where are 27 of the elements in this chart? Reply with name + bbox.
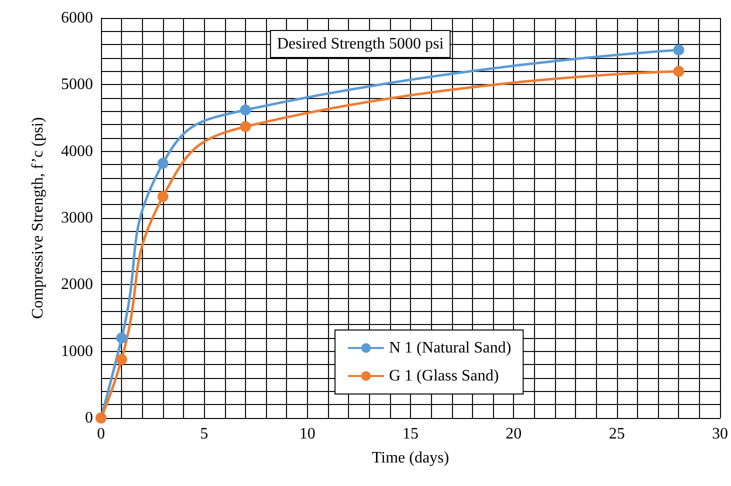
point	[157, 158, 168, 169]
y-axis-title: Compressive Strength, f’c (psi)	[30, 117, 46, 319]
point	[116, 354, 128, 365]
x-tick-label: 25	[608, 426, 625, 442]
y-tick-label: 1000	[61, 342, 93, 360]
annotation: Desired Strength 5000 psi	[277, 36, 444, 52]
legend-label: G 1 (Glass Sand)	[389, 368, 499, 384]
point	[673, 44, 684, 56]
y-tick-label: 0	[85, 410, 93, 426]
y-tick-label: 6000	[61, 10, 93, 26]
x-axis-title: Time (days)	[372, 450, 450, 466]
point	[157, 191, 168, 202]
y-tick-label: 5000	[61, 76, 93, 94]
point	[116, 332, 128, 344]
point	[240, 104, 251, 116]
x-tick-label: 20	[506, 426, 522, 442]
y-tick-label: 2000	[61, 276, 93, 294]
legend-label: N 1 (Natural Sand)	[389, 340, 512, 356]
y-tick-label: 3000	[61, 210, 93, 226]
point	[673, 66, 684, 77]
point	[240, 121, 251, 132]
x-tick-label: 5	[200, 426, 208, 442]
x-tick-label: 15	[402, 426, 418, 442]
x-tick-label: 30	[712, 426, 728, 442]
y-tick-label: 4000	[61, 142, 93, 160]
x-tick-label: 0	[97, 426, 105, 442]
x-tick-label: 10	[299, 426, 316, 442]
